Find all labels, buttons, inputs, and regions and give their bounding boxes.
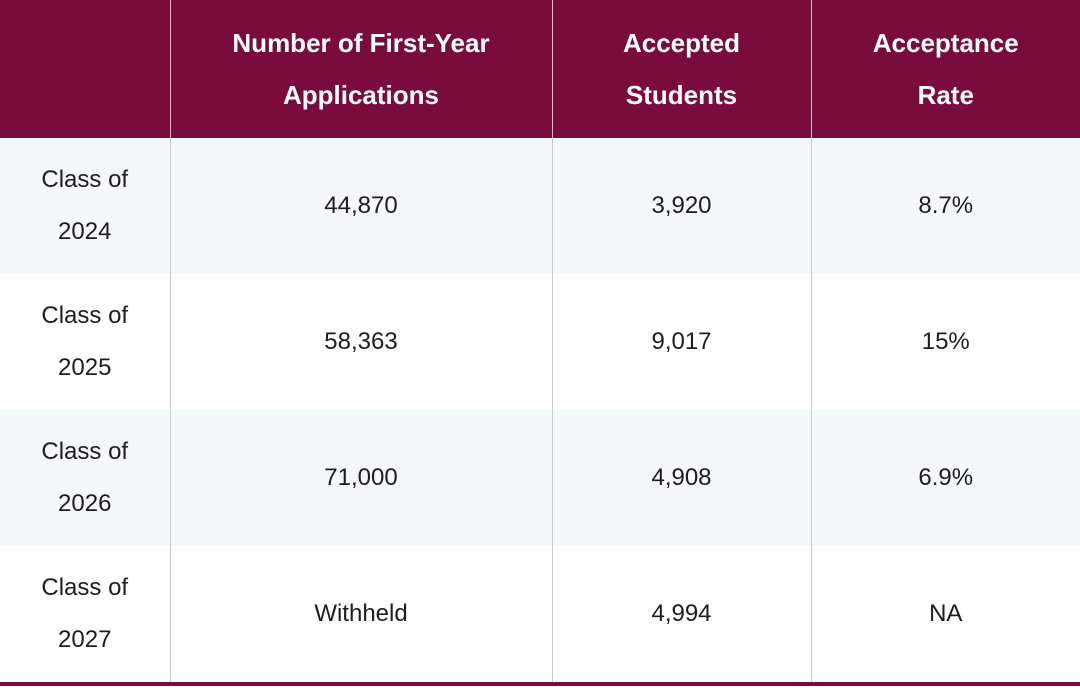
table-cell: 6.9% <box>810 410 1080 546</box>
table-row: Class of 2025 58,363 9,017 15% <box>0 274 1080 410</box>
table-body: Class of 2024 44,870 3,920 8.7% Class of 202… <box>0 138 1080 684</box>
table-row: Class of 2027 Withheld 4,994 NA <box>0 546 1080 684</box>
table-cell: 4,994 <box>551 546 811 684</box>
table-cell: 4,908 <box>551 410 811 546</box>
table-cell: 44,870 <box>169 138 552 274</box>
row-label: Class of 2025 <box>0 274 170 410</box>
row-label: Class of 2027 <box>0 546 170 684</box>
table-cell: NA <box>810 546 1080 684</box>
table-cell: 8.7% <box>810 138 1080 274</box>
row-label: Class of 2024 <box>0 138 170 274</box>
table-cell: 58,363 <box>169 274 552 410</box>
table-row: Class of 2024 44,870 3,920 8.7% <box>0 138 1080 274</box>
table-cell: 15% <box>810 274 1080 410</box>
table-cell: Withheld <box>169 546 552 684</box>
corner-cell <box>0 0 170 138</box>
column-header: Acceptance Rate <box>810 0 1080 138</box>
header-row: Number of First-Year Applications Accept… <box>0 0 1080 138</box>
row-label: Class of 2026 <box>0 410 170 546</box>
column-header: Accepted Students <box>551 0 811 138</box>
column-header: Number of First-Year Applications <box>169 0 552 138</box>
table-cell: 9,017 <box>551 274 811 410</box>
table-row: Class of 2026 71,000 4,908 6.9% <box>0 410 1080 546</box>
table-cell: 71,000 <box>169 410 552 546</box>
table-cell: 3,920 <box>551 138 811 274</box>
